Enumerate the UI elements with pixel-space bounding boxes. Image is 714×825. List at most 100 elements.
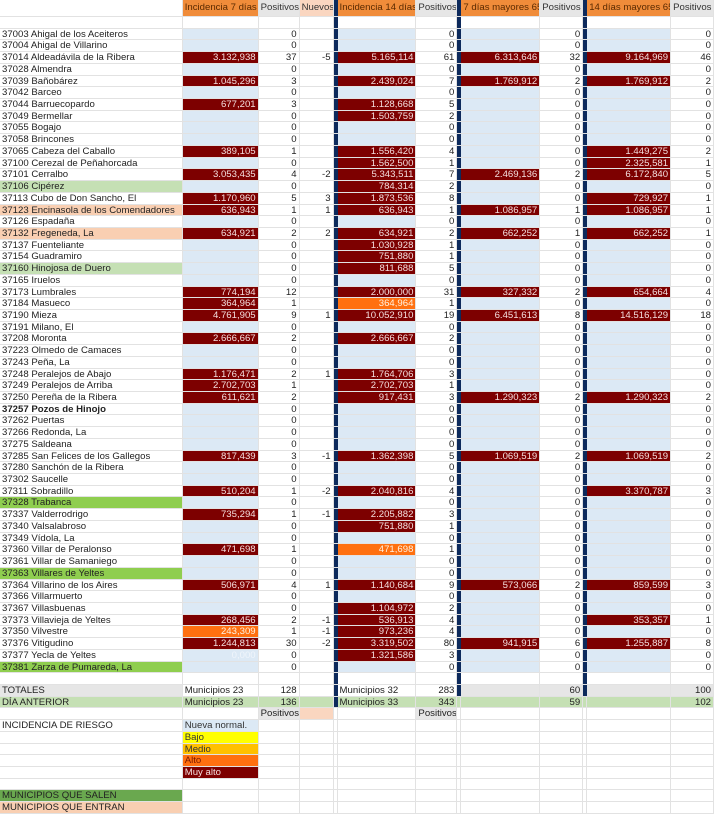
cell-name[interactable]: 37302 Saucelle: [0, 474, 183, 485]
cell-inc14[interactable]: 1.030,928: [337, 239, 417, 251]
cell-posmay14[interactable]: 0: [671, 532, 714, 544]
cell-name[interactable]: 37126 Espadaña: [0, 216, 183, 227]
cell-inc7[interactable]: 471,698: [182, 544, 259, 556]
legend-item-veryhigh[interactable]: Muy alto: [182, 767, 259, 778]
cell-inc14[interactable]: [337, 556, 417, 567]
cell-nuevos[interactable]: [300, 392, 334, 403]
cell-pos14[interactable]: 0: [416, 567, 458, 579]
cell-may14[interactable]: [587, 509, 672, 520]
cell-pos7[interactable]: 0: [259, 556, 300, 567]
cell[interactable]: [338, 720, 417, 731]
cell-inc7[interactable]: 817,439: [182, 450, 259, 462]
cell-posmay7[interactable]: 0: [540, 356, 584, 368]
cell-posmay14[interactable]: 0: [671, 474, 714, 485]
cell[interactable]: [338, 731, 417, 743]
cell-may7[interactable]: 1.769,912: [461, 75, 541, 87]
cell[interactable]: [416, 731, 458, 743]
cell-pos14[interactable]: 0: [416, 345, 458, 356]
cell[interactable]: [183, 17, 259, 28]
cell[interactable]: [259, 778, 300, 790]
cell-pos14[interactable]: 3: [416, 392, 458, 403]
cell-name[interactable]: 37101 Cerralbo: [0, 169, 183, 181]
cell-pos7[interactable]: 5: [259, 192, 300, 204]
totals-positivos-may7[interactable]: 60: [540, 684, 584, 696]
cell-inc14[interactable]: 1.140,684: [337, 579, 417, 591]
cell-posmay7[interactable]: 32: [540, 52, 584, 63]
cell-may7[interactable]: 2.469,136: [461, 169, 541, 181]
totals-positivos-may14[interactable]: 100: [671, 684, 714, 696]
cell-inc7[interactable]: 1.170,960: [182, 192, 259, 204]
cell-nuevos[interactable]: [300, 63, 334, 75]
cell-may14[interactable]: 1.255,887: [587, 638, 672, 649]
cell-inc7[interactable]: [182, 216, 259, 227]
cell[interactable]: [338, 673, 417, 684]
cell-name[interactable]: 37184 Masueco: [0, 298, 183, 309]
cell-inc14[interactable]: [337, 661, 417, 673]
cell-may7[interactable]: [461, 380, 541, 391]
cell[interactable]: [461, 720, 541, 731]
header-name[interactable]: [0, 0, 183, 16]
cell-pos14[interactable]: 0: [416, 497, 458, 509]
cell-inc7[interactable]: [182, 122, 259, 134]
cell-posmay7[interactable]: 0: [540, 591, 584, 602]
cell-nuevos[interactable]: 1: [300, 204, 334, 216]
cell-posmay7[interactable]: 0: [540, 122, 584, 134]
cell-may7[interactable]: [461, 591, 541, 602]
cell[interactable]: [300, 696, 334, 708]
cell-inc14[interactable]: [337, 438, 417, 450]
cell-posmay7[interactable]: 0: [540, 298, 584, 309]
cell-inc14[interactable]: [337, 427, 417, 438]
cell-posmay14[interactable]: 5: [671, 169, 714, 181]
cell-name[interactable]: 37004 Ahigal de Villarino: [0, 40, 183, 52]
cell-may14[interactable]: [587, 474, 672, 485]
cell-inc14[interactable]: 634,921: [337, 227, 417, 239]
cell-inc14[interactable]: 1.321,586: [337, 649, 417, 661]
cell[interactable]: [587, 802, 672, 813]
cell-posmay14[interactable]: 0: [671, 520, 714, 532]
cell-may7[interactable]: 6.451,613: [461, 309, 541, 321]
cell-posmay7[interactable]: 0: [540, 544, 584, 556]
cell-pos14[interactable]: 5: [416, 450, 458, 462]
cell-may7[interactable]: 327,332: [461, 286, 541, 298]
cell-nuevos[interactable]: [300, 438, 334, 450]
cell-pos14[interactable]: 0: [416, 427, 458, 438]
cell-pos14[interactable]: 0: [416, 28, 458, 40]
cell-may14[interactable]: [587, 181, 672, 192]
cell-pos7[interactable]: 0: [259, 274, 300, 286]
cell-pos14[interactable]: 8: [416, 192, 458, 204]
cell-inc7[interactable]: [182, 110, 259, 122]
cell-pos7[interactable]: 0: [259, 28, 300, 40]
cell[interactable]: [461, 17, 541, 28]
cell[interactable]: [416, 790, 458, 802]
cell-name[interactable]: 37363 Villares de Yeltes: [0, 567, 183, 579]
cell-posmay7[interactable]: 0: [540, 532, 584, 544]
cell-inc7[interactable]: 4.761,905: [182, 309, 259, 321]
cell-may7[interactable]: [461, 181, 541, 192]
cell-name[interactable]: 37028 Almendra: [0, 63, 183, 75]
cell-inc7[interactable]: 636,943: [182, 204, 259, 216]
cell-pos14[interactable]: 1: [416, 239, 458, 251]
cell-inc7[interactable]: [182, 134, 259, 145]
cell-may7[interactable]: [461, 520, 541, 532]
cell-may7[interactable]: [461, 368, 541, 380]
cell[interactable]: [540, 708, 584, 720]
cell-pos14[interactable]: 2: [416, 227, 458, 239]
cell-pos7[interactable]: 0: [259, 157, 300, 169]
cell[interactable]: [461, 684, 541, 696]
cell-pos7[interactable]: 0: [259, 239, 300, 251]
cell-pos7[interactable]: 1: [259, 626, 300, 638]
cell-may7[interactable]: [461, 321, 541, 333]
cell-inc7[interactable]: [182, 661, 259, 673]
cell-posmay14[interactable]: 0: [671, 380, 714, 391]
cell[interactable]: [461, 755, 541, 766]
cell-pos7[interactable]: 0: [259, 462, 300, 474]
cell-inc14[interactable]: [337, 321, 417, 333]
cell[interactable]: [587, 778, 672, 790]
cell-pos14[interactable]: 7: [416, 75, 458, 87]
cell-may14[interactable]: [587, 345, 672, 356]
cell-posmay7[interactable]: 2: [540, 392, 584, 403]
cell-nuevos[interactable]: [300, 122, 334, 134]
cell-posmay7[interactable]: 0: [540, 333, 584, 345]
cell-name[interactable]: 37257 Pozos de Hinojo: [0, 403, 183, 415]
cell-posmay7[interactable]: 2: [540, 169, 584, 181]
